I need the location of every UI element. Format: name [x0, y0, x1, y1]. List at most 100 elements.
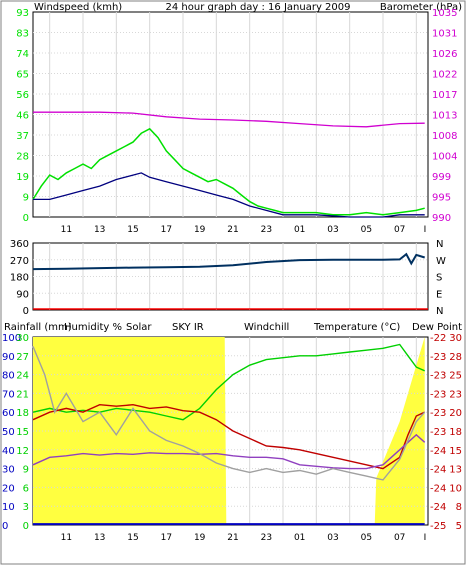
sky-ir-tick-label: -22 — [430, 333, 446, 344]
time-tick-label: 03 — [327, 533, 338, 543]
temperature-tick-label: 10 — [449, 483, 462, 494]
barometer-tick-label: 995 — [432, 193, 451, 204]
windspeed-tick-label: 56 — [16, 90, 29, 101]
wind-barometer-panel-frame — [32, 11, 429, 218]
windchill-label: Windchill — [244, 322, 289, 333]
temperature-tick-label: 8 — [456, 502, 462, 513]
series-wind_avg — [33, 172, 425, 218]
barometer-tick-label: 1013 — [432, 111, 457, 122]
time-tick-label: 17 — [161, 533, 172, 543]
temperature-tick-label: 20 — [449, 408, 462, 419]
windspeed-tick-label: 37 — [16, 131, 29, 142]
temperature-tick-label: 28 — [449, 352, 462, 363]
series-skyir — [32, 346, 426, 481]
barometer-tick-label: 1004 — [432, 152, 457, 163]
barometer-tick-label: 1026 — [432, 49, 457, 60]
humidity-label: Humidity % — [64, 322, 122, 333]
page-title: 24 hour graph day : 16 January 2009 — [166, 2, 351, 13]
direction-tick-label: 180 — [10, 273, 29, 284]
time-tick-label: 05 — [361, 533, 372, 543]
direction-panel-frame — [32, 242, 429, 311]
compass-tick-label: N — [436, 239, 443, 250]
humidity-tick-label: 60 — [2, 408, 15, 419]
time-tick-label: 05 — [361, 225, 372, 235]
humidity-tick-label: 50 — [2, 427, 15, 438]
direction-tick-label: 0 — [23, 306, 29, 317]
humidity-tick-label: 70 — [2, 389, 15, 400]
compass-tick-label: W — [436, 256, 446, 267]
rainfall-tick-label: 30 — [16, 333, 29, 344]
time-tick-label: 15 — [127, 225, 138, 235]
dew-point-label: Dew Point — [412, 322, 462, 333]
windspeed-tick-label: 0 — [23, 213, 29, 224]
rainfall-tick-label: 3 — [23, 502, 29, 513]
barometer-tick-label: 990 — [432, 213, 451, 224]
temperature-tick-label: 13 — [449, 465, 462, 476]
rainfall-tick-label: 27 — [16, 352, 29, 363]
windspeed-tick-label: 9 — [23, 193, 29, 204]
sky-ir-label: SKY IR — [172, 322, 204, 333]
sky-ir-tick-label: -23 — [430, 352, 446, 363]
compass-tick-label: E — [436, 289, 442, 300]
humidity-tick-label: 80 — [2, 371, 15, 382]
series-solar-area — [33, 337, 425, 525]
direction-tick-label: 270 — [10, 256, 29, 267]
windspeed-axis-label: Windspeed (kmh) — [34, 2, 122, 13]
series-humidity — [32, 343, 425, 421]
time-tick-label: 21 — [227, 225, 238, 235]
sky-ir-tick-label: -24 — [430, 483, 446, 494]
direction-panel — [32, 242, 429, 311]
windspeed-tick-label: 65 — [16, 70, 29, 81]
sky-ir-tick-label: -24 — [430, 502, 446, 513]
temperature-humidity-panel — [32, 336, 429, 526]
sky-ir-tick-label: -24 — [430, 446, 446, 457]
windspeed-tick-label: 19 — [16, 172, 29, 183]
series-temp — [32, 403, 425, 470]
windspeed-tick-label: 83 — [16, 29, 29, 40]
series-baro — [33, 111, 425, 128]
sky-ir-tick-label: -23 — [430, 389, 446, 400]
direction-tick-label: 90 — [16, 289, 29, 300]
series-direction — [32, 252, 425, 271]
barometer-tick-label: 999 — [432, 172, 451, 183]
temperature-tick-label: 25 — [449, 371, 462, 382]
humidity-tick-label: 0 — [2, 521, 8, 532]
windspeed-tick-label: 93 — [16, 8, 29, 19]
sky-ir-tick-label: -24 — [430, 465, 446, 476]
temperature-label: Temperature (°C) — [313, 322, 400, 333]
sky-ir-tick-label: -23 — [430, 427, 446, 438]
humidity-tick-label: 10 — [2, 502, 15, 513]
rainfall-tick-label: 0 — [23, 521, 29, 532]
time-tick-label: 21 — [227, 533, 238, 543]
rainfall-tick-label: 18 — [16, 408, 29, 419]
time-tick-label: 15 — [127, 533, 138, 543]
series-dew — [32, 433, 426, 470]
barometer-tick-label: 1017 — [432, 90, 457, 101]
time-tick-label: I — [424, 533, 427, 543]
sky-ir-tick-label: -23 — [430, 408, 446, 419]
humidity-tick-label: 30 — [2, 465, 15, 476]
solar-label: Solar — [126, 322, 152, 333]
rainfall-tick-label: 21 — [16, 389, 29, 400]
temperature-tick-label: 30 — [449, 333, 462, 344]
temperature-tick-label: 23 — [449, 389, 462, 400]
time-tick-label: 19 — [194, 533, 206, 543]
humidity-tick-label: 90 — [2, 352, 15, 363]
barometer-tick-label: 1031 — [432, 29, 457, 40]
direction-tick-label: 360 — [10, 239, 29, 250]
time-tick-label: 11 — [61, 225, 72, 235]
rainfall-tick-label: 12 — [16, 446, 29, 457]
time-tick-label: 01 — [294, 225, 305, 235]
time-tick-label: 03 — [327, 225, 338, 235]
time-tick-label: 01 — [294, 533, 305, 543]
time-tick-label: 17 — [161, 225, 172, 235]
humidity-tick-label: 40 — [2, 446, 15, 457]
wind-barometer-panel — [32, 11, 429, 218]
rainfall-label: Rainfall (mm) — [4, 322, 72, 333]
time-tick-label: 23 — [261, 533, 272, 543]
rainfall-tick-label: 15 — [16, 427, 29, 438]
time-tick-label: 07 — [394, 225, 405, 235]
